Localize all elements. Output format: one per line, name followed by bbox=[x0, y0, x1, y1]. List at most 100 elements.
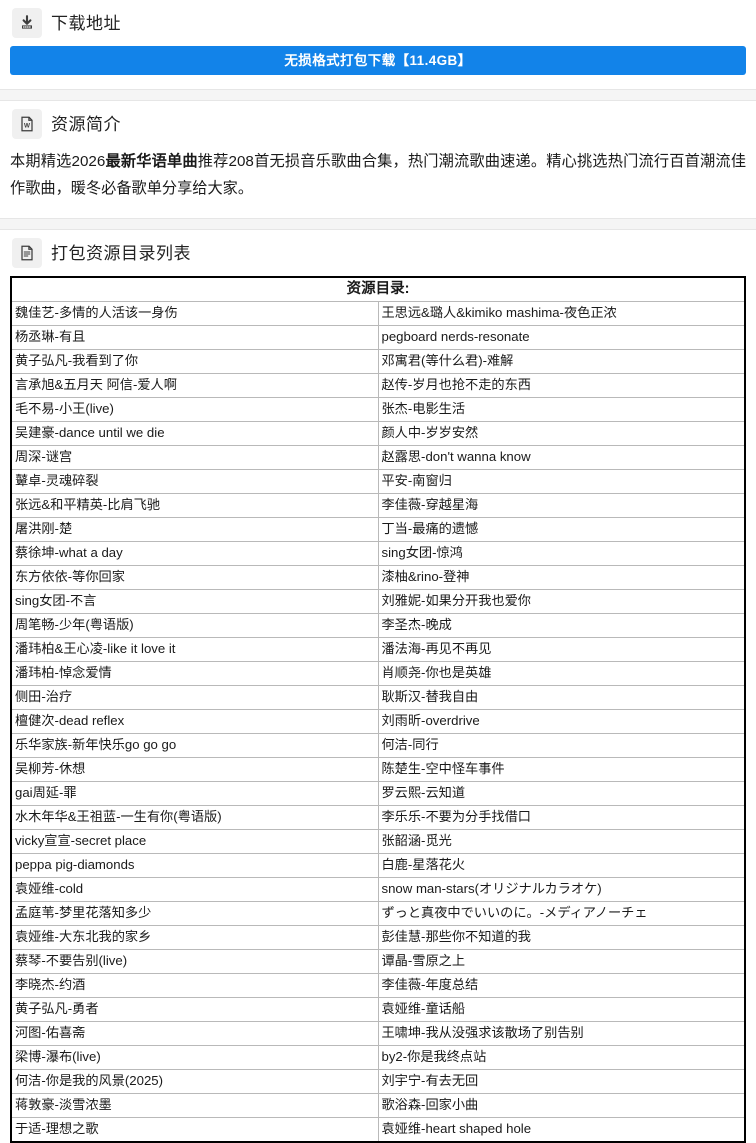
intro-section: W 资源简介 bbox=[0, 101, 756, 145]
catalog-table-head: 资源目录: bbox=[11, 277, 745, 303]
catalog-item-cell: peppa pig-diamonds bbox=[11, 853, 379, 879]
table-row: 河图-佑喜斋 王啸坤-我从没强求该散场了别告别 bbox=[11, 1021, 745, 1047]
catalog-item-cell: 屠洪刚-楚 bbox=[11, 517, 379, 543]
catalog-item-cell: 李乐乐-不要为分手找借口 bbox=[377, 805, 745, 831]
intro-text-highlight: 最新华语单曲 bbox=[105, 153, 198, 170]
catalog-item-cell: 肖顺尧-你也是英雄 bbox=[377, 661, 745, 687]
catalog-item-cell: 刘雅妮-如果分开我也爱你 bbox=[377, 589, 745, 615]
table-row: 张远&和平精英-比肩飞驰 李佳薇-穿越星海 bbox=[11, 493, 745, 519]
download-section-header: 下载地址 bbox=[10, 0, 746, 44]
table-row: peppa pig-diamonds 白鹿-星落花火 bbox=[11, 853, 745, 879]
catalog-item-cell: 杨丞琳-有且 bbox=[11, 325, 379, 351]
table-row: 于适-理想之歌 袁娅维-heart shaped hole bbox=[11, 1117, 745, 1143]
catalog-item-cell: 王啸坤-我从没强求该散场了别告别 bbox=[377, 1021, 745, 1047]
section-divider-2 bbox=[0, 100, 756, 101]
catalog-item-cell: 孟庭苇-梦里花落知多少 bbox=[11, 901, 379, 927]
catalog-item-cell: 毛不易-小王(live) bbox=[11, 397, 379, 423]
download-section-title: 下载地址 bbox=[51, 13, 121, 33]
table-row: 黄子弘凡-我看到了你 邓寓君(等什么君)-难解 bbox=[11, 349, 745, 375]
section-divider-1 bbox=[0, 89, 756, 90]
table-row: 袁娅维-cold snow man-stars(オリジナルカラオケ) bbox=[11, 877, 745, 903]
table-row: 周深-谜宫 赵露思-don't wanna know bbox=[11, 445, 745, 471]
table-row: vicky宣宣-secret place 张韶涵-觅光 bbox=[11, 829, 745, 855]
intro-text-before: 本期精选2026 bbox=[10, 153, 106, 170]
table-row: 言承旭&五月天 阿信-爱人啊 赵传-岁月也抢不走的东西 bbox=[11, 373, 745, 399]
catalog-item-cell: 李圣杰-晚成 bbox=[377, 613, 745, 639]
catalog-item-cell: 潘玮柏-悼念爱情 bbox=[11, 661, 379, 687]
catalog-item-cell: 河图-佑喜斋 bbox=[11, 1021, 379, 1047]
catalog-item-cell: 颜人中-岁岁安然 bbox=[377, 421, 745, 447]
table-row: 周笔畅-少年(粤语版) 李圣杰-晚成 bbox=[11, 613, 745, 639]
catalog-item-cell: sing女团-不言 bbox=[11, 589, 379, 615]
catalog-item-cell: 黄子弘凡-勇者 bbox=[11, 997, 379, 1023]
table-row: 吴建豪-dance until we die 颜人中-岁岁安然 bbox=[11, 421, 745, 447]
table-row: 蒋敦豪-淡雪浓墨 歌浴森-回家小曲 bbox=[11, 1093, 745, 1119]
catalog-item-cell: 陈楚生-空中怪车事件 bbox=[377, 757, 745, 783]
table-row: 梁博-瀑布(live) by2-你是我终点站 bbox=[11, 1045, 745, 1071]
catalog-section-header: 打包资源目录列表 bbox=[10, 230, 746, 274]
catalog-item-cell: 刘宇宁-有去无回 bbox=[377, 1069, 745, 1095]
catalog-section-title: 打包资源目录列表 bbox=[51, 243, 191, 263]
intro-section-header: W 资源简介 bbox=[10, 101, 746, 145]
section-divider-4 bbox=[0, 229, 756, 231]
catalog-item-cell: 赵露思-don't wanna know bbox=[377, 445, 745, 471]
catalog-item-cell: 东方依依-等你回家 bbox=[11, 565, 379, 591]
catalog-table-container: 资源目录: 魏佳艺-多情的人活该一身伤 王思远&璐人&kimiko mashima… bbox=[0, 274, 756, 1143]
table-row: 蔡徐坤-what a day sing女团-惊鸿 bbox=[11, 541, 745, 567]
table-row: 杨丞琳-有且 pegboard nerds-resonate bbox=[11, 325, 745, 351]
table-row: 李晓杰-约酒 李佳薇-年度总结 bbox=[11, 973, 745, 999]
catalog-item-cell: 魏佳艺-多情的人活该一身伤 bbox=[11, 301, 379, 327]
section-gap-1 bbox=[0, 90, 756, 100]
intro-text-after: 推荐208首无损音乐歌曲合集，热门潮流歌曲速递。精心挑选热门流行百首潮流佳作歌曲… bbox=[10, 153, 747, 197]
catalog-item-cell: 蒋敦豪-淡雪浓墨 bbox=[11, 1093, 379, 1119]
catalog-item-cell: 袁娅维-cold bbox=[11, 877, 379, 903]
catalog-item-cell: by2-你是我终点站 bbox=[377, 1045, 745, 1071]
catalog-item-cell: ずっと真夜中でいいのに。-メディアノーチェ bbox=[377, 901, 745, 927]
table-row: 东方依依-等你回家 漆柚&rino-登神 bbox=[11, 565, 745, 591]
table-row: 侧田-治疗 耿斯汉-替我自由 bbox=[11, 685, 745, 711]
catalog-item-cell: 周深-谜宫 bbox=[11, 445, 379, 471]
catalog-item-cell: 潘法海-再见不再见 bbox=[377, 637, 745, 663]
catalog-item-cell: 梁博-瀑布(live) bbox=[11, 1045, 379, 1071]
catalog-table-body: 魏佳艺-多情的人活该一身伤 王思远&璐人&kimiko mashima-夜色正浓杨… bbox=[11, 301, 745, 1143]
catalog-item-cell: 赵传-岁月也抢不走的东西 bbox=[377, 373, 745, 399]
catalog-item-cell: pegboard nerds-resonate bbox=[377, 325, 745, 351]
catalog-item-cell: 谭晶-雪原之上 bbox=[377, 949, 745, 975]
catalog-item-cell: 张杰-电影生活 bbox=[377, 397, 745, 423]
table-row: gai周延-罪 罗云熙-云知道 bbox=[11, 781, 745, 807]
table-row: 毛不易-小王(live) 张杰-电影生活 bbox=[11, 397, 745, 423]
download-button-container: 无损格式打包下载【11.4GB】 bbox=[0, 44, 756, 89]
catalog-item-cell: 鼙卓-灵魂碎裂 bbox=[11, 469, 379, 495]
table-row: 檀健次-dead reflex 刘雨昕-overdrive bbox=[11, 709, 745, 735]
table-row: 何洁-你是我的风景(2025) 刘宇宁-有去无回 bbox=[11, 1069, 745, 1095]
catalog-item-cell: 袁娅维-大东北我的家乡 bbox=[11, 925, 379, 951]
catalog-item-cell: 吴柳芳-休想 bbox=[11, 757, 379, 783]
table-row: 鼙卓-灵魂碎裂 平安-南窗归 bbox=[11, 469, 745, 495]
catalog-item-cell: 王思远&璐人&kimiko mashima-夜色正浓 bbox=[377, 301, 745, 327]
catalog-item-cell: 邓寓君(等什么君)-难解 bbox=[377, 349, 745, 375]
catalog-item-cell: 蔡徐坤-what a day bbox=[11, 541, 379, 567]
catalog-section: 打包资源目录列表 bbox=[0, 230, 756, 275]
catalog-item-cell: 水木年华&王祖蓝-一生有你(粤语版) bbox=[11, 805, 379, 831]
catalog-item-cell: 歌浴森-回家小曲 bbox=[377, 1093, 745, 1119]
catalog-item-cell: 丁当-最痛的遗憾 bbox=[377, 517, 745, 543]
catalog-item-cell: 潘玮柏&王心凌-like it love it bbox=[11, 637, 379, 663]
catalog-item-cell: 张韶涵-觅光 bbox=[377, 829, 745, 855]
catalog-item-cell: 袁娅维-heart shaped hole bbox=[377, 1117, 745, 1143]
table-header-row: 资源目录: bbox=[11, 277, 745, 303]
catalog-item-cell: 平安-南窗归 bbox=[377, 469, 745, 495]
catalog-item-cell: 彭佳慧-那些你不知道的我 bbox=[377, 925, 745, 951]
table-row: 水木年华&王祖蓝-一生有你(粤语版) 李乐乐-不要为分手找借口 bbox=[11, 805, 745, 831]
catalog-item-cell: 乐华家族-新年快乐go go go bbox=[11, 733, 379, 759]
catalog-item-cell: snow man-stars(オリジナルカラオケ) bbox=[377, 877, 745, 903]
package-download-button[interactable]: 无损格式打包下载【11.4GB】 bbox=[10, 46, 746, 75]
catalog-item-cell: 耿斯汉-替我自由 bbox=[377, 685, 745, 711]
table-row: 孟庭苇-梦里花落知多少 ずっと真夜中でいいのに。-メディアノーチェ bbox=[11, 901, 745, 927]
table-row: 潘玮柏-悼念爱情 肖顺尧-你也是英雄 bbox=[11, 661, 745, 687]
word-doc-icon: W bbox=[12, 109, 42, 139]
catalog-item-cell: 袁娅维-童话船 bbox=[377, 997, 745, 1023]
catalog-item-cell: 李晓杰-约酒 bbox=[11, 973, 379, 999]
file-list-icon bbox=[12, 238, 42, 269]
catalog-item-cell: 李佳薇-年度总结 bbox=[377, 973, 745, 999]
table-row: sing女团-不言 刘雅妮-如果分开我也爱你 bbox=[11, 589, 745, 615]
